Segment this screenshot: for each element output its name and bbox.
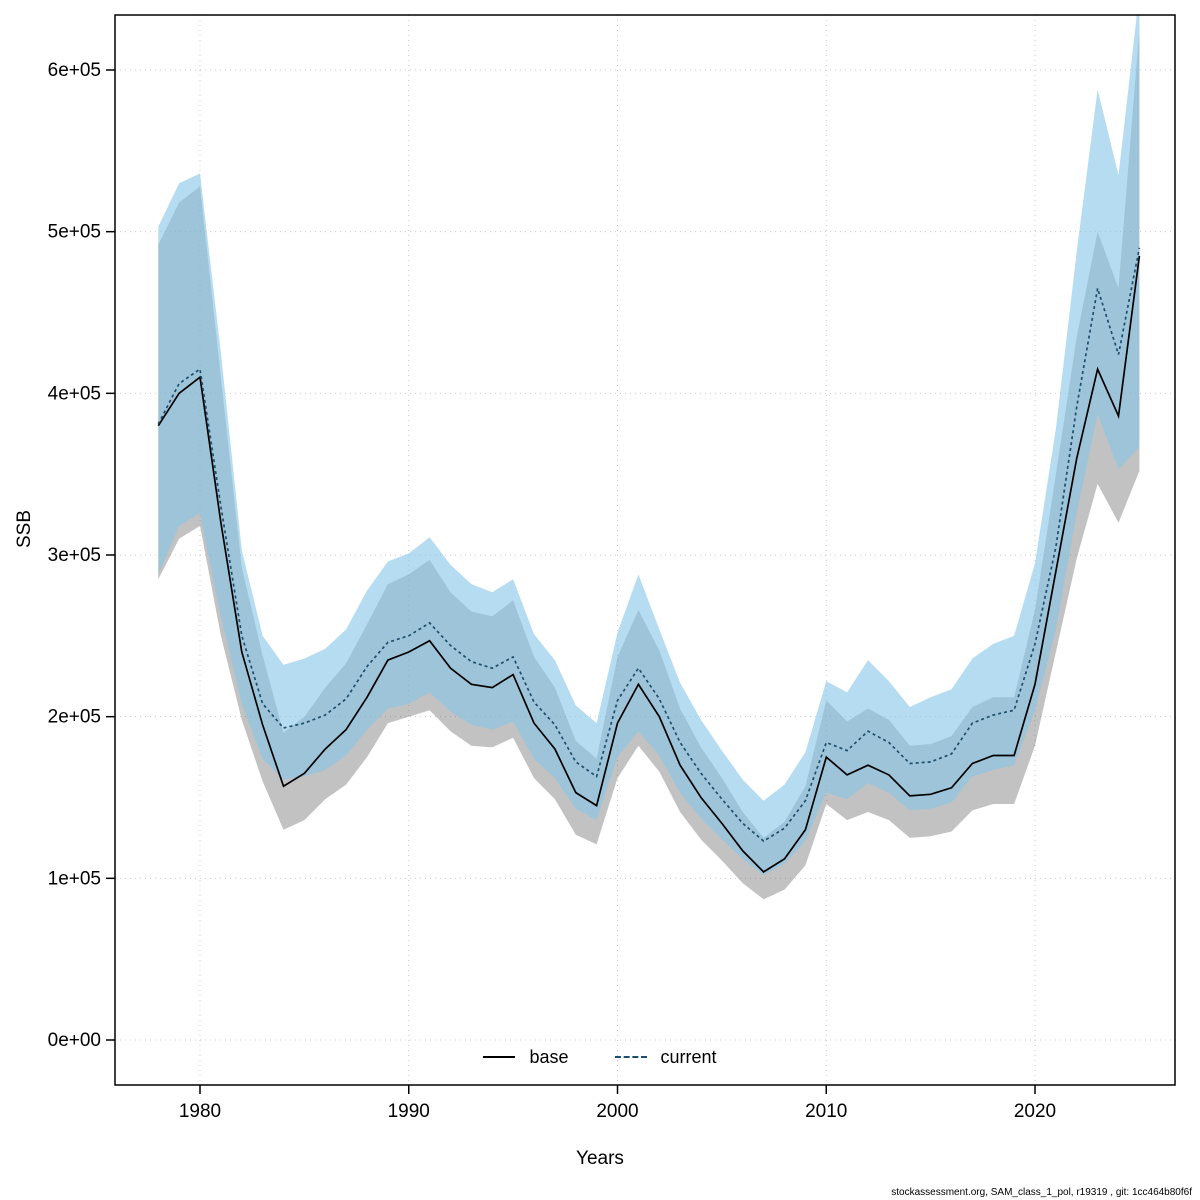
footer-run-info: stockassessment.org, SAM_class_1_pol, r1… bbox=[891, 1187, 1192, 1198]
x-axis-label: Years bbox=[576, 1148, 624, 1169]
x-tick-label: 1980 bbox=[179, 1101, 221, 1122]
tick-group bbox=[106, 69, 1036, 1094]
legend-line-sample-base bbox=[483, 1056, 516, 1058]
x-tick-label: 2020 bbox=[1014, 1101, 1056, 1122]
y-tick-label: 5e+05 bbox=[48, 222, 101, 243]
plot-border bbox=[114, 14, 1176, 1086]
legend-line-sample-current bbox=[614, 1056, 647, 1058]
line-group bbox=[157, 247, 1141, 873]
y-axis-label: SSB bbox=[14, 509, 35, 548]
series-line-current bbox=[157, 247, 1141, 843]
series-line-base bbox=[157, 255, 1141, 873]
x-tick-label: 2010 bbox=[805, 1101, 847, 1122]
y-tick-label: 0e+00 bbox=[48, 1030, 101, 1051]
x-tick-label: 2000 bbox=[596, 1101, 638, 1122]
y-tick-label: 4e+05 bbox=[48, 383, 101, 404]
legend-entry-current: current bbox=[614, 1046, 717, 1068]
confidence-band-current bbox=[158, 15, 1140, 876]
y-tick-label: 3e+05 bbox=[48, 545, 101, 566]
legend-label-base: base bbox=[529, 1046, 569, 1067]
y-tick-label: 2e+05 bbox=[48, 707, 101, 728]
y-tick-label: 1e+05 bbox=[48, 868, 101, 889]
y-tick-label: 6e+05 bbox=[48, 60, 101, 81]
grid-group bbox=[115, 15, 1175, 1085]
legend-entry-base: base bbox=[483, 1046, 569, 1068]
chart-legend: base current bbox=[400, 1043, 800, 1071]
legend-label-current: current bbox=[660, 1046, 717, 1067]
band-group bbox=[158, 15, 1140, 900]
tick-label-group: 1980 1990 2000 2010 2020 0e+00 1e+05 2e+05 3e+05… bbox=[48, 60, 1057, 1122]
x-tick-label: 1990 bbox=[388, 1101, 430, 1122]
